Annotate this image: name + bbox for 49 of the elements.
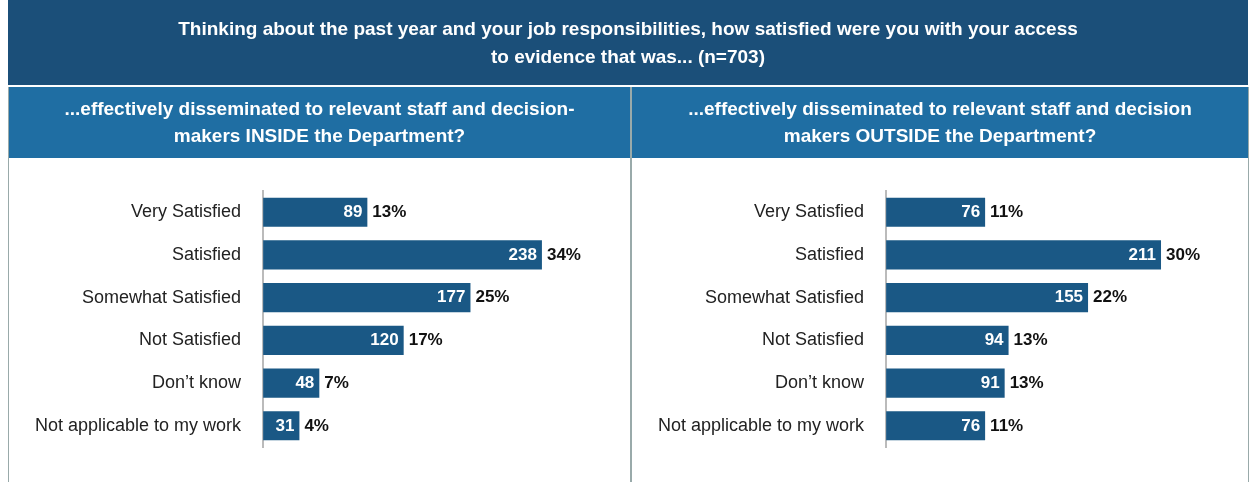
data-label: 238: [508, 244, 537, 264]
data-label: 31: [275, 415, 295, 435]
bar: [263, 325, 404, 355]
y-tick-label: Don’t know: [775, 372, 866, 393]
annotation: 11%: [990, 201, 1024, 221]
data-label: 177: [437, 287, 466, 307]
annotation: 30%: [1166, 244, 1201, 264]
y-tick-label: Not applicable to my work: [657, 414, 866, 435]
y-tick-label: Satisfied: [795, 243, 865, 264]
data-label: 89: [343, 201, 363, 221]
y-tick-label: Not applicable to my work: [34, 414, 243, 435]
text: Thinking about the past year and your job responsibilities, how satisfied were you with your access to evidence that was... (n=703): [177, 16, 1079, 69]
annotation: 25%: [475, 287, 510, 307]
annotation: 13%: [1013, 330, 1048, 350]
y-tick-label: Somewhat Satisfied: [81, 286, 242, 307]
y-tick-label: Not Satisfied: [139, 329, 242, 350]
annotation: 34%: [546, 244, 581, 264]
annotation: 13%: [1009, 372, 1044, 392]
y-tick-label: Satisfied: [172, 243, 242, 264]
annotation: 7%: [324, 372, 349, 392]
bar: [263, 283, 471, 313]
annotation: 11%: [990, 415, 1024, 435]
bar: [886, 283, 1089, 313]
annotation: 17%: [408, 330, 443, 350]
annotation: 13%: [372, 201, 407, 221]
data-label: 76: [961, 201, 981, 221]
bar: [886, 325, 1009, 355]
y-tick-label: Very Satisfied: [754, 201, 865, 222]
bar: [886, 411, 986, 441]
data-label: 48: [295, 372, 315, 392]
bar: [263, 240, 542, 270]
chart-subtitle: ...effectively disseminated to relevant staff and decision-makers INSIDE the Department?: [63, 96, 576, 148]
bar: [886, 240, 1162, 270]
y-tick-label: Not Satisfied: [762, 329, 865, 350]
data-label: 91: [980, 372, 1000, 392]
data-label: 76: [961, 415, 981, 435]
bar: [263, 197, 368, 227]
data-label: 155: [1054, 287, 1084, 307]
y-tick-label: Somewhat Satisfied: [704, 286, 865, 307]
annotation: 4%: [304, 415, 329, 435]
annotation: 22%: [1093, 287, 1128, 307]
y-tick-label: Don’t know: [152, 372, 243, 393]
y-tick-label: Very Satisfied: [131, 201, 242, 222]
bar: [886, 197, 986, 227]
chart-subtitle: ...effectively disseminated to relevant staff and decision makers OUTSIDE the Department?: [687, 96, 1193, 148]
data-label: 120: [370, 330, 399, 350]
data-label: 94: [984, 330, 1005, 350]
bar: [886, 368, 1005, 398]
data-label: 211: [1128, 244, 1157, 264]
